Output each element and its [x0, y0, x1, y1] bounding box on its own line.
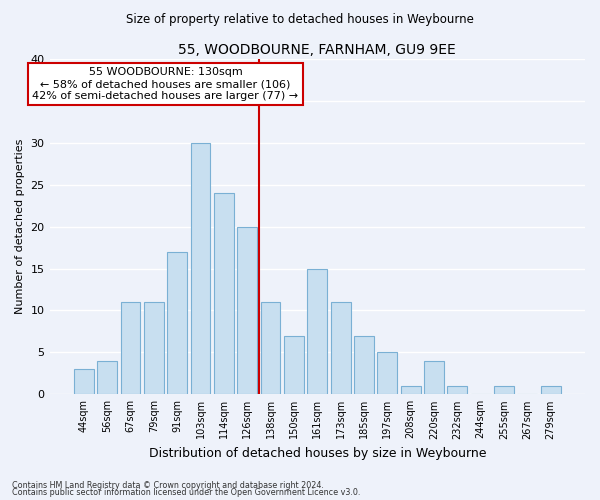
Bar: [260, 302, 280, 394]
Bar: [448, 386, 467, 394]
Bar: [284, 336, 304, 394]
Bar: [74, 369, 94, 394]
Bar: [307, 268, 327, 394]
Bar: [494, 386, 514, 394]
Bar: [238, 226, 257, 394]
Bar: [377, 352, 397, 395]
Title: 55, WOODBOURNE, FARNHAM, GU9 9EE: 55, WOODBOURNE, FARNHAM, GU9 9EE: [178, 42, 456, 56]
Text: 55 WOODBOURNE: 130sqm
← 58% of detached houses are smaller (106)
42% of semi-det: 55 WOODBOURNE: 130sqm ← 58% of detached …: [32, 68, 299, 100]
Bar: [424, 361, 444, 394]
Text: Size of property relative to detached houses in Weybourne: Size of property relative to detached ho…: [126, 12, 474, 26]
Bar: [121, 302, 140, 394]
Bar: [144, 302, 164, 394]
Text: Contains public sector information licensed under the Open Government Licence v3: Contains public sector information licen…: [12, 488, 361, 497]
Bar: [167, 252, 187, 394]
X-axis label: Distribution of detached houses by size in Weybourne: Distribution of detached houses by size …: [149, 447, 486, 460]
Bar: [354, 336, 374, 394]
Bar: [97, 361, 117, 394]
Text: Contains HM Land Registry data © Crown copyright and database right 2024.: Contains HM Land Registry data © Crown c…: [12, 480, 324, 490]
Bar: [191, 143, 211, 395]
Bar: [331, 302, 350, 394]
Bar: [541, 386, 560, 394]
Y-axis label: Number of detached properties: Number of detached properties: [15, 139, 25, 314]
Bar: [214, 193, 234, 394]
Bar: [401, 386, 421, 394]
